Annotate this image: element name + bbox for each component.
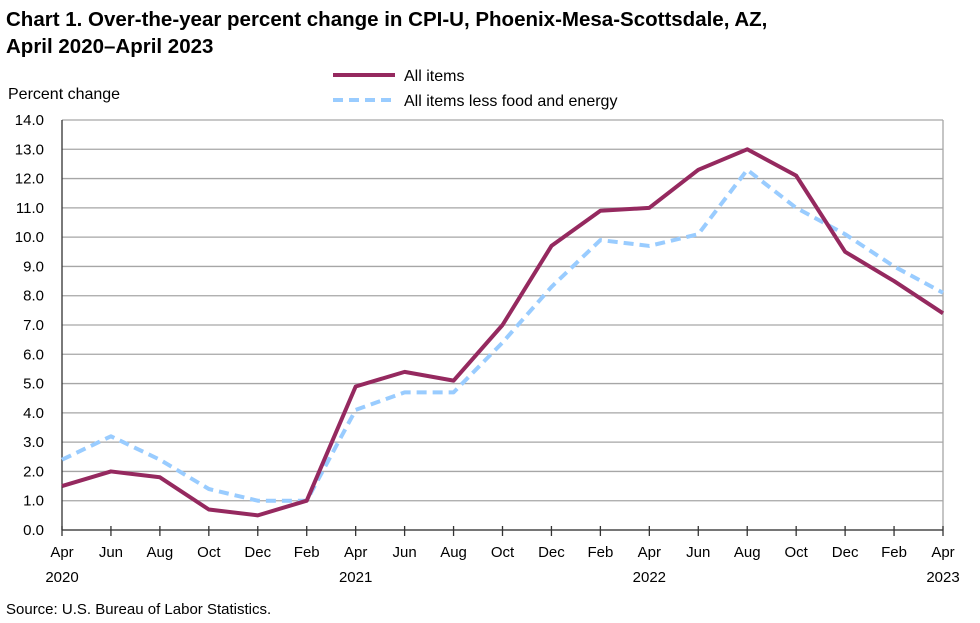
y-axis-label: Percent change	[8, 86, 120, 103]
y-tick-label: 0.0	[23, 522, 44, 539]
x-year-label: 2022	[633, 569, 666, 586]
x-tick-label: Apr	[344, 544, 367, 561]
x-tick-label: Jun	[686, 544, 710, 561]
x-tick-label: Aug	[147, 544, 174, 561]
x-tick-label: Dec	[244, 544, 271, 561]
y-tick-label: 8.0	[23, 288, 44, 305]
x-tick-label: Feb	[881, 544, 907, 561]
y-tick-label: 9.0	[23, 258, 44, 275]
x-tick-label: Oct	[491, 544, 515, 561]
y-tick-label: 14.0	[15, 112, 44, 129]
x-tick-label: Feb	[294, 544, 320, 561]
source-note: Source: U.S. Bureau of Labor Statistics.	[6, 601, 272, 618]
y-tick-label: 5.0	[23, 376, 44, 393]
x-tick-label: Feb	[587, 544, 613, 561]
y-tick-label: 12.0	[15, 171, 44, 188]
legend-label-all-items: All items	[404, 68, 464, 85]
x-tick-label: Dec	[538, 544, 565, 561]
x-tick-label: Aug	[734, 544, 761, 561]
y-tick-label: 10.0	[15, 229, 44, 246]
series-lines	[61, 147, 945, 518]
y-axis-tick-labels: 0.0 1.0 2.0 3.0 4.0 5.0 6.0 7.0 8.0 9.0 10.0 11.0 12…	[15, 112, 44, 539]
x-tick-label: Apr	[50, 544, 73, 561]
chart-title: Chart 1. Over-the-year percent change in…	[6, 6, 976, 60]
x-tick-label: Jun	[393, 544, 417, 561]
x-year-label: 2020	[45, 569, 78, 586]
gridlines	[61, 119, 944, 531]
y-tick-label: 3.0	[23, 434, 44, 451]
x-tick-label: Aug	[440, 544, 467, 561]
chart-title-line-2: April 2020–April 2023	[6, 35, 214, 58]
x-tick-label: Dec	[832, 544, 859, 561]
x-tick-label: Oct	[197, 544, 221, 561]
y-tick-label: 7.0	[23, 317, 44, 334]
legend-label-core: All items less food and energy	[404, 93, 617, 110]
x-year-label: 2021	[339, 569, 372, 586]
x-axis-ticks: Apr Jun Aug Oct Dec Feb Apr Jun Aug Oct Dec Feb Apr J…	[45, 526, 960, 586]
x-tick-label: Jun	[99, 544, 123, 561]
x-tick-label: Apr	[931, 544, 954, 561]
y-tick-label: 13.0	[15, 141, 44, 158]
chart-title-line-1: Chart 1. Over-the-year percent change in…	[6, 8, 768, 31]
x-year-label: 2023	[926, 569, 959, 586]
series-line-all-items	[61, 147, 945, 518]
y-tick-label: 1.0	[23, 493, 44, 510]
x-tick-label: Oct	[784, 544, 808, 561]
legend: All items All items less food and energy	[333, 68, 617, 110]
y-tick-label: 4.0	[23, 405, 44, 422]
series-line-core	[61, 167, 944, 503]
x-tick-label: Apr	[638, 544, 661, 561]
y-tick-label: 11.0	[16, 200, 44, 217]
y-tick-label: 2.0	[23, 463, 44, 480]
y-tick-label: 6.0	[23, 346, 44, 363]
